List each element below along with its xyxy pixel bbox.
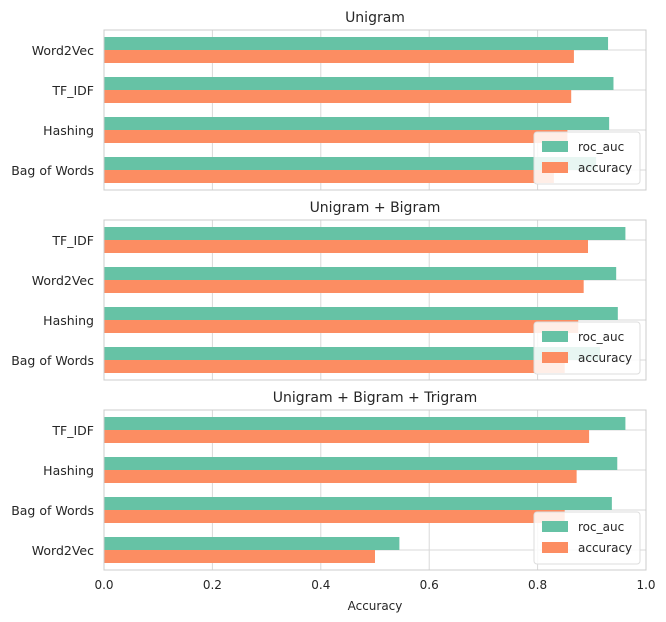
legend-swatch-accuracy (542, 542, 568, 553)
bar-accuracy-1 (104, 470, 577, 483)
legend: roc_auc accuracy (533, 131, 641, 185)
bar-accuracy-0 (104, 50, 574, 63)
legend-label-accuracy: accuracy (578, 541, 632, 555)
bar-roc_auc-2 (104, 307, 618, 320)
chart-title: Unigram + Bigram (310, 200, 441, 216)
bar-accuracy-3 (104, 550, 375, 563)
category-label: TF_IDF (51, 83, 94, 98)
bar-accuracy-1 (104, 280, 584, 293)
category-label: Bag of Words (11, 503, 94, 518)
bar-accuracy-0 (104, 430, 590, 443)
bar-accuracy-2 (104, 130, 568, 143)
x-tick-label: 1.0 (636, 578, 655, 592)
bar-roc_auc-2 (104, 497, 612, 510)
panel-3: TF_IDF Hashing Bag of Words Word2Vec Unigram… (11, 390, 655, 613)
legend-swatch-roc_auc (542, 521, 568, 532)
category-label: Bag of Words (11, 163, 94, 178)
category-label: Word2Vec (32, 273, 94, 288)
x-tick-label: 0.0 (94, 578, 113, 592)
category-label: Bag of Words (11, 353, 94, 368)
legend-label-roc_auc: roc_auc (578, 140, 624, 154)
bar-roc_auc-2 (104, 117, 610, 130)
x-tick-label: 0.2 (203, 578, 222, 592)
bar-accuracy-1 (104, 90, 572, 103)
plot-frame (103, 219, 647, 381)
legend-swatch-accuracy (542, 352, 568, 363)
legend-label-roc_auc: roc_auc (578, 330, 624, 344)
bar-roc_auc-1 (104, 77, 614, 90)
bar-accuracy-3 (104, 170, 554, 183)
panel-2: TF_IDF Word2Vec Hashing Bag of Words Unigram… (11, 200, 647, 381)
x-tick-label: 0.6 (420, 578, 439, 592)
category-label: TF_IDF (51, 423, 94, 438)
category-label: Hashing (43, 313, 94, 328)
plot-frame (103, 29, 647, 191)
chart-title: Unigram (345, 10, 405, 26)
x-tick-label: 0.4 (311, 578, 330, 592)
bar-accuracy-2 (104, 320, 579, 333)
bar-accuracy-3 (104, 360, 565, 373)
legend: roc_auc accuracy (533, 511, 641, 565)
legend-label-roc_auc: roc_auc (578, 520, 624, 534)
x-tick-label: 0.8 (528, 578, 547, 592)
bar-roc_auc-3 (104, 347, 600, 360)
plot-frame (103, 409, 647, 571)
bar-accuracy-2 (104, 510, 565, 523)
category-label: Hashing (43, 123, 94, 138)
bar-accuracy-0 (104, 240, 589, 253)
x-axis-label: Accuracy (348, 599, 403, 613)
bar-roc_auc-1 (104, 457, 618, 470)
legend-swatch-roc_auc (542, 141, 568, 152)
legend-swatch-roc_auc (542, 331, 568, 342)
bar-roc_auc-0 (104, 37, 609, 50)
bar-roc_auc-0 (104, 227, 626, 240)
bar-roc_auc-0 (104, 417, 626, 430)
category-label: Word2Vec (32, 543, 94, 558)
bar-roc_auc-3 (104, 537, 400, 550)
bar-roc_auc-3 (104, 157, 597, 170)
legend-swatch-accuracy (542, 162, 568, 173)
category-label: Hashing (43, 463, 94, 478)
category-label: TF_IDF (51, 233, 94, 248)
legend-label-accuracy: accuracy (578, 351, 632, 365)
bar-roc_auc-1 (104, 267, 617, 280)
legend-label-accuracy: accuracy (578, 161, 632, 175)
category-label: Word2Vec (32, 43, 94, 58)
panel-1: Word2Vec TF_IDF Hashing Bag of Words Unigram… (11, 10, 647, 191)
legend: roc_auc accuracy (533, 321, 641, 375)
chart-title: Unigram + Bigram + Trigram (273, 390, 477, 406)
